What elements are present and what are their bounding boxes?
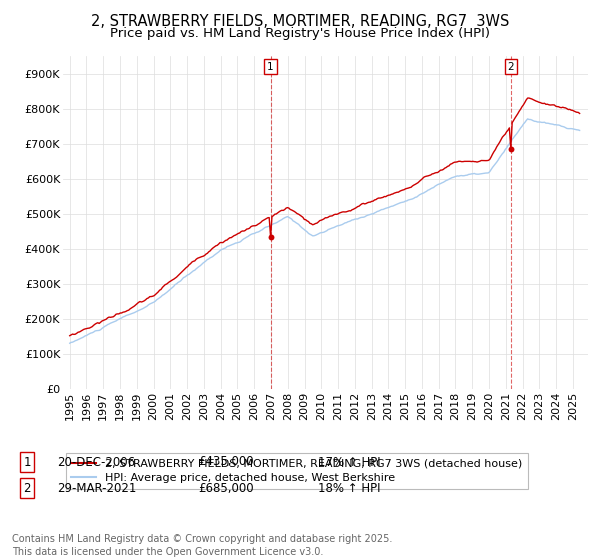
Text: 2: 2 bbox=[23, 482, 31, 495]
Text: £435,000: £435,000 bbox=[198, 455, 254, 469]
Text: 1: 1 bbox=[23, 455, 31, 469]
Text: 17% ↑ HPI: 17% ↑ HPI bbox=[318, 455, 380, 469]
Text: Price paid vs. HM Land Registry's House Price Index (HPI): Price paid vs. HM Land Registry's House … bbox=[110, 27, 490, 40]
Text: 20-DEC-2006: 20-DEC-2006 bbox=[57, 455, 135, 469]
Text: 18% ↑ HPI: 18% ↑ HPI bbox=[318, 482, 380, 495]
Text: £685,000: £685,000 bbox=[198, 482, 254, 495]
Text: 2, STRAWBERRY FIELDS, MORTIMER, READING, RG7  3WS: 2, STRAWBERRY FIELDS, MORTIMER, READING,… bbox=[91, 14, 509, 29]
Legend: 2, STRAWBERRY FIELDS, MORTIMER, READING, RG7 3WS (detached house), HPI: Average : 2, STRAWBERRY FIELDS, MORTIMER, READING,… bbox=[66, 453, 527, 489]
Text: 1: 1 bbox=[267, 62, 274, 72]
Text: 29-MAR-2021: 29-MAR-2021 bbox=[57, 482, 136, 495]
Point bbox=[266, 232, 275, 241]
Point bbox=[506, 144, 515, 153]
Text: Contains HM Land Registry data © Crown copyright and database right 2025.
This d: Contains HM Land Registry data © Crown c… bbox=[12, 534, 392, 557]
Text: 2: 2 bbox=[508, 62, 514, 72]
